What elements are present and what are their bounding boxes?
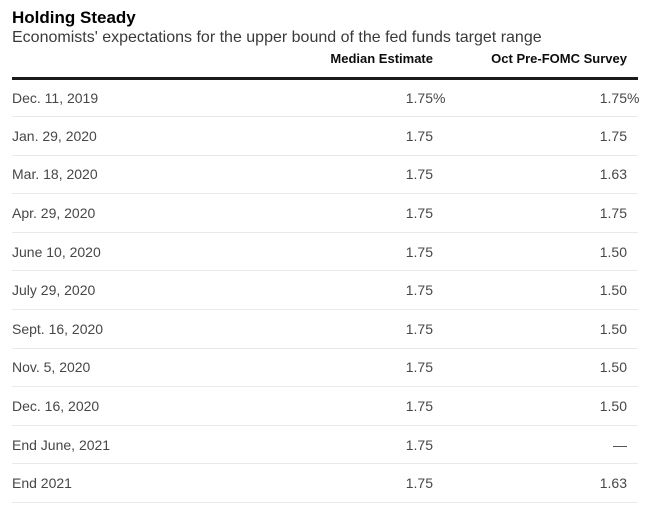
table-row: End 2021 1.75 1.63 [12,464,638,503]
table-row: Apr. 29, 2020 1.75 1.75 [12,194,638,233]
row-median-estimate-value: 1.75 [405,205,433,222]
table-body: Dec. 11, 2019 1.75% 1.75% Jan. 29, 2020 … [12,78,640,503]
row-date-label: Dec. 16, 2020 [12,398,100,415]
chart-subtitle: Economists' expectations for the upper b… [12,29,542,46]
row-median-estimate-value: 1.75 [405,475,433,492]
row-date-label: Nov. 5, 2020 [12,359,91,376]
row-median-estimate-value: 1.75 [405,166,433,183]
row-survey-value: 1.63 [599,166,627,183]
table-row: July 29, 2020 1.75 1.50 [12,271,638,310]
row-date-label: Sept. 16, 2020 [12,320,104,337]
chart-title: Holding Steady [12,8,136,27]
table-row: Dec. 16, 2020 1.75 1.50 [12,387,638,426]
row-date-label: End 2021 [12,475,72,492]
table-header-row: Median Estimate Oct Pre-FOMC Survey [12,48,638,78]
row-survey-value: 1.50 [599,359,627,376]
row-survey-value: 1.50 [599,320,627,337]
row-survey-value: 1.50 [599,282,627,299]
row-survey-value: 1.75 [599,127,627,144]
row-survey-value: 1.75 [599,205,627,222]
table-row: Dec. 11, 2019 1.75% 1.75% [12,78,640,117]
row-median-estimate-value: 1.75 [405,282,433,299]
row-date-label: End June, 2021 [12,436,111,453]
row-survey-value: 1.63 [599,475,627,492]
row-median-estimate-value: 1.75 [405,320,433,337]
row-survey-value: — [613,436,627,453]
row-survey-value: 1.50 [599,398,627,415]
column-header-oct-pre-fomc-survey: Oct Pre-FOMC Survey [491,50,627,66]
row-median-estimate-value: 1.75 [405,243,433,260]
row-date-label: Mar. 18, 2020 [12,166,98,183]
row-date-label: June 10, 2020 [12,243,101,260]
table-row: June 10, 2020 1.75 1.50 [12,232,638,271]
row-date-label: Jan. 29, 2020 [12,127,97,144]
row-survey-value: 1.50 [599,243,627,260]
table-row: End June, 2021 1.75 — [12,425,638,464]
table-row: Jan. 29, 2020 1.75 1.75 [12,117,638,156]
row-median-estimate-value: 1.75 [405,127,433,144]
fed-funds-estimates-table: Median Estimate Oct Pre-FOMC Survey Dec.… [12,48,640,503]
row-date-label: Apr. 29, 2020 [12,205,96,222]
table-row: Mar. 18, 2020 1.75 1.63 [12,155,638,194]
row-median-estimate-value: 1.75% [405,89,446,106]
row-median-estimate-value: 1.75 [405,436,433,453]
row-date-label: July 29, 2020 [12,282,96,299]
table-row: Sept. 16, 2020 1.75 1.50 [12,310,638,349]
row-date-label: Dec. 11, 2019 [12,89,99,106]
row-median-estimate-value: 1.75 [405,359,433,376]
row-median-estimate-value: 1.75 [405,398,433,415]
row-survey-value: 1.75% [599,89,640,106]
column-header-median-estimate: Median Estimate [330,50,433,66]
table-row: Nov. 5, 2020 1.75 1.50 [12,348,638,387]
column-header-date [12,48,247,78]
